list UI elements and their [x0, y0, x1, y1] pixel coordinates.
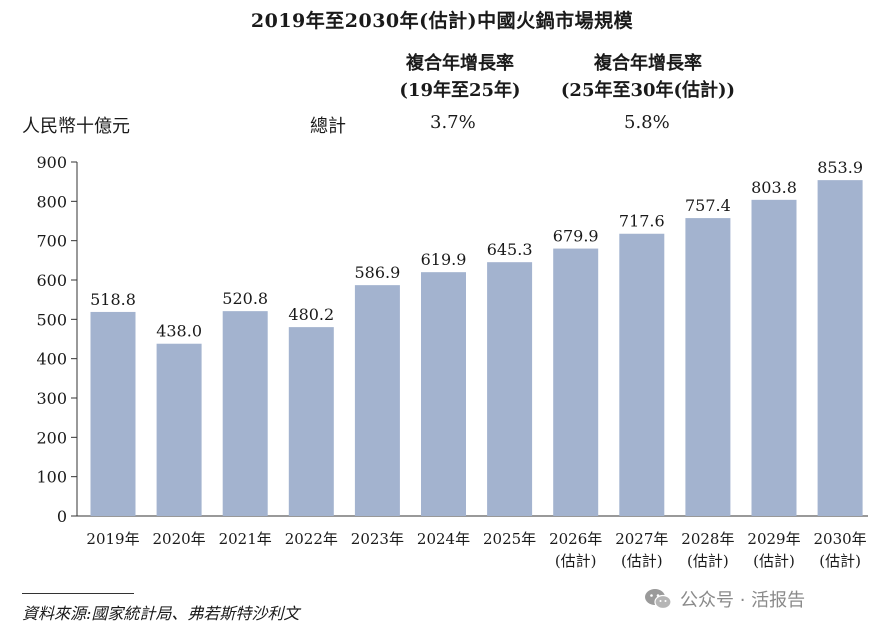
- bar-4: [354, 285, 400, 516]
- category-label-1: 2020年: [153, 530, 206, 548]
- category-label-11-sub: (估計): [819, 552, 861, 570]
- category-label-4: 2023年: [351, 530, 404, 548]
- value-label-3: 480.2: [288, 305, 334, 324]
- cagr-header-1-line2: (19年至25年): [399, 80, 521, 101]
- category-label-8-sub: (估計): [621, 552, 663, 570]
- value-label-11: 853.9: [817, 158, 863, 177]
- cagr-header-1-line1: 複合年增長率: [406, 53, 514, 74]
- y-tick-label: 500: [36, 310, 67, 329]
- value-label-2: 520.8: [222, 289, 268, 308]
- bar-1: [156, 343, 202, 516]
- cagr-header-2019-2025: 複合年增長率 (19年至25年): [385, 50, 535, 104]
- category-label-10: 2029年: [747, 530, 800, 548]
- cagr-header-2-line1: 複合年增長率: [594, 53, 702, 74]
- category-label-11: 2030年: [814, 530, 867, 548]
- cagr-value-2019-2025: 3.7%: [430, 112, 476, 133]
- category-label-9-sub: (估計): [687, 552, 729, 570]
- value-label-10: 803.8: [751, 178, 797, 197]
- cagr-header-2-line2: (25年至30年(估計)): [560, 80, 736, 101]
- y-tick-label: 600: [36, 271, 67, 290]
- category-label-6: 2025年: [483, 530, 536, 548]
- cagr-header-2025-2030: 複合年增長率 (25年至30年(估計)): [528, 50, 768, 104]
- bar-2: [222, 311, 268, 516]
- y-tick-label: 700: [36, 232, 67, 251]
- bar-0: [90, 311, 136, 516]
- cagr-value-2025-2030: 5.8%: [624, 112, 670, 133]
- value-label-8: 717.6: [619, 212, 665, 231]
- category-label-7: 2026年: [549, 530, 602, 548]
- category-label-0: 2019年: [86, 530, 139, 548]
- y-tick-label: 300: [36, 389, 67, 408]
- value-label-1: 438.0: [156, 322, 202, 341]
- bar-3: [288, 327, 334, 516]
- y-tick-label: 400: [36, 350, 67, 369]
- category-label-9: 2028年: [681, 530, 734, 548]
- category-label-7-sub: (估計): [555, 552, 597, 570]
- bar-10: [751, 199, 797, 516]
- bar-11: [817, 180, 863, 516]
- watermark: 公众号 · 活报告: [644, 586, 805, 612]
- category-label-2: 2021年: [219, 530, 272, 548]
- value-label-7: 679.9: [553, 227, 599, 246]
- bar-5: [421, 272, 466, 516]
- chart-title: 2019年至2030年(估計)中國火鍋市場規模: [250, 10, 634, 32]
- value-label-9: 757.4: [685, 196, 731, 215]
- y-tick-label: 0: [57, 507, 67, 526]
- bar-7: [553, 248, 599, 516]
- wechat-icon: [644, 587, 672, 611]
- source-divider: [22, 593, 134, 594]
- bar-chart: 0 100 200 300 400 500 600 700 800 900 518.8 2019年 43…: [36, 153, 868, 570]
- unit-label: 人民幣十億元: [22, 116, 130, 137]
- y-tick-label: 900: [36, 153, 67, 172]
- category-label-3: 2022年: [285, 530, 338, 548]
- y-tick-label: 100: [36, 468, 67, 487]
- watermark-text: 公众号 · 活报告: [680, 590, 806, 611]
- value-label-6: 645.3: [487, 240, 533, 259]
- value-label-4: 586.9: [354, 263, 400, 282]
- value-label-5: 619.9: [421, 250, 467, 269]
- y-tick-label: 200: [36, 428, 67, 447]
- bar-8: [619, 233, 665, 516]
- y-tick-label: 800: [36, 192, 67, 211]
- value-label-0: 518.8: [90, 290, 136, 309]
- bar-9: [685, 218, 731, 516]
- source-note: 資料來源:國家統計局、弗若斯特沙利文: [22, 604, 300, 623]
- category-label-5: 2024年: [417, 530, 470, 548]
- total-label: 總計: [310, 116, 346, 137]
- category-label-10-sub: (估計): [753, 552, 795, 570]
- bar-6: [487, 262, 533, 516]
- category-label-8: 2027年: [615, 530, 668, 548]
